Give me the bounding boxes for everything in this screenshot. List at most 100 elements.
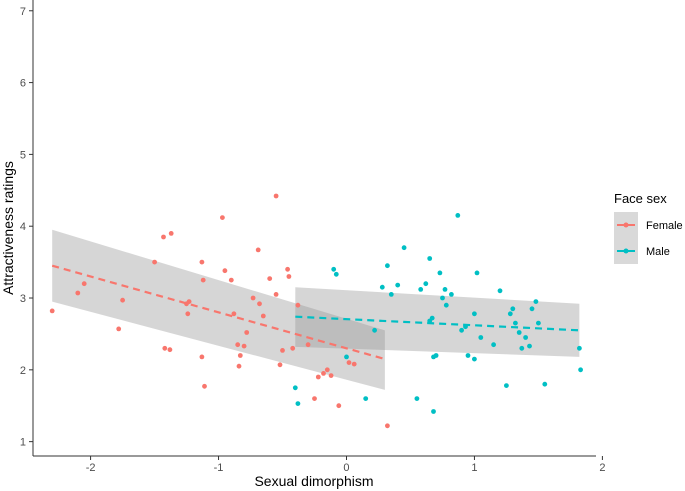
data-point-female — [255, 247, 261, 253]
data-point-male — [510, 306, 516, 312]
data-point-male — [529, 306, 535, 312]
data-point-female — [167, 347, 173, 353]
data-point-female — [273, 193, 279, 199]
data-point-female — [324, 367, 330, 373]
data-point-female — [385, 423, 390, 429]
data-point-male — [478, 335, 484, 340]
data-point-male — [433, 353, 439, 358]
data-point-female — [290, 345, 296, 351]
data-point-female — [241, 343, 247, 349]
data-point-male — [395, 282, 401, 288]
data-point-male — [474, 270, 480, 276]
data-point-male — [536, 320, 541, 326]
data-point-female — [257, 301, 262, 307]
data-point-female — [199, 259, 205, 265]
data-point-male — [429, 315, 435, 321]
data-point-male — [363, 396, 369, 401]
x-axis-ticks: -2 -1 0 1 2 — [86, 456, 605, 474]
data-point-female — [222, 268, 228, 274]
trend-line-female — [51, 264, 386, 361]
y-axis-ticks: 1 2 3 4 5 6 7 — [20, 6, 33, 449]
data-point-male — [519, 345, 525, 351]
data-point-male — [414, 396, 420, 401]
confidence-bands — [52, 229, 580, 390]
data-point-male — [497, 288, 503, 294]
data-point-male — [418, 287, 424, 292]
x-tick-label: -2 — [86, 462, 96, 474]
data-point-female — [202, 383, 207, 389]
y-tick-label: 6 — [20, 78, 26, 90]
data-point-male — [577, 345, 582, 351]
y-axis-title: Attractiveness ratings — [0, 161, 16, 295]
data-point-female — [244, 330, 250, 335]
data-point-male — [388, 292, 394, 297]
data-point-female — [231, 311, 237, 317]
data-point-female — [286, 274, 292, 279]
legend-entry-female: Female — [614, 212, 683, 238]
data-point-female — [267, 276, 273, 281]
x-axis-title: Sexual dimorphism — [254, 473, 373, 489]
y-tick-label: 3 — [20, 293, 26, 305]
data-point-female — [305, 342, 311, 348]
data-point-male — [401, 245, 407, 251]
data-point-male — [472, 311, 477, 317]
legend-label-male: Male — [646, 246, 670, 258]
data-point-male — [333, 271, 339, 277]
legend-entry-male: Male — [614, 238, 670, 264]
data-point-male — [431, 409, 436, 414]
data-point-male — [442, 287, 448, 292]
data-point-male — [504, 383, 509, 388]
confidence-band-male — [295, 287, 580, 357]
legend-key-dot-male — [623, 248, 629, 254]
data-point-male — [295, 401, 301, 406]
x-tick-label: 2 — [599, 462, 605, 474]
legend: Face sex Female Male — [614, 191, 683, 264]
data-point-female — [295, 302, 301, 308]
data-point-male — [523, 335, 528, 340]
legend-title: Face sex — [614, 191, 667, 206]
data-point-male — [491, 342, 496, 348]
data-point-female — [260, 313, 266, 319]
data-point-female — [120, 297, 125, 303]
data-point-female — [277, 362, 283, 368]
data-point-female — [285, 266, 290, 272]
data-point-male — [542, 381, 548, 387]
data-point-male — [423, 281, 429, 287]
y-tick-label: 5 — [20, 149, 26, 161]
data-point-female — [328, 373, 334, 378]
y-tick-label: 1 — [20, 437, 26, 449]
legend-label-female: Female — [646, 220, 683, 232]
data-point-male — [465, 353, 471, 358]
data-point-female — [312, 396, 317, 401]
data-point-male — [443, 302, 449, 308]
data-point-female — [250, 295, 256, 301]
data-point-female — [161, 234, 166, 240]
data-point-female — [220, 215, 225, 221]
data-point-female — [336, 403, 342, 409]
legend-key-dot-female — [623, 222, 629, 228]
data-point-female — [346, 360, 352, 365]
data-point-male — [331, 266, 337, 272]
data-point-female — [315, 374, 321, 380]
data-point-male — [385, 263, 390, 269]
data-point-female — [228, 277, 234, 283]
data-point-male — [344, 354, 349, 360]
data-point-male — [578, 367, 583, 373]
data-point-male — [440, 295, 445, 301]
data-point-female — [321, 371, 326, 376]
data-point-female — [49, 308, 55, 314]
data-point-female — [116, 326, 122, 332]
data-point-female — [185, 311, 191, 317]
data-point-female — [162, 345, 168, 351]
data-point-female — [351, 361, 357, 367]
data-point-female — [237, 353, 243, 358]
y-tick-label: 7 — [20, 6, 26, 18]
data-point-male — [459, 327, 464, 333]
data-point-female — [168, 231, 174, 236]
data-point-male — [507, 311, 513, 317]
data-point-male — [513, 320, 518, 326]
data-point-female — [199, 354, 205, 360]
data-point-male — [292, 385, 298, 391]
data-point-female — [200, 277, 206, 283]
